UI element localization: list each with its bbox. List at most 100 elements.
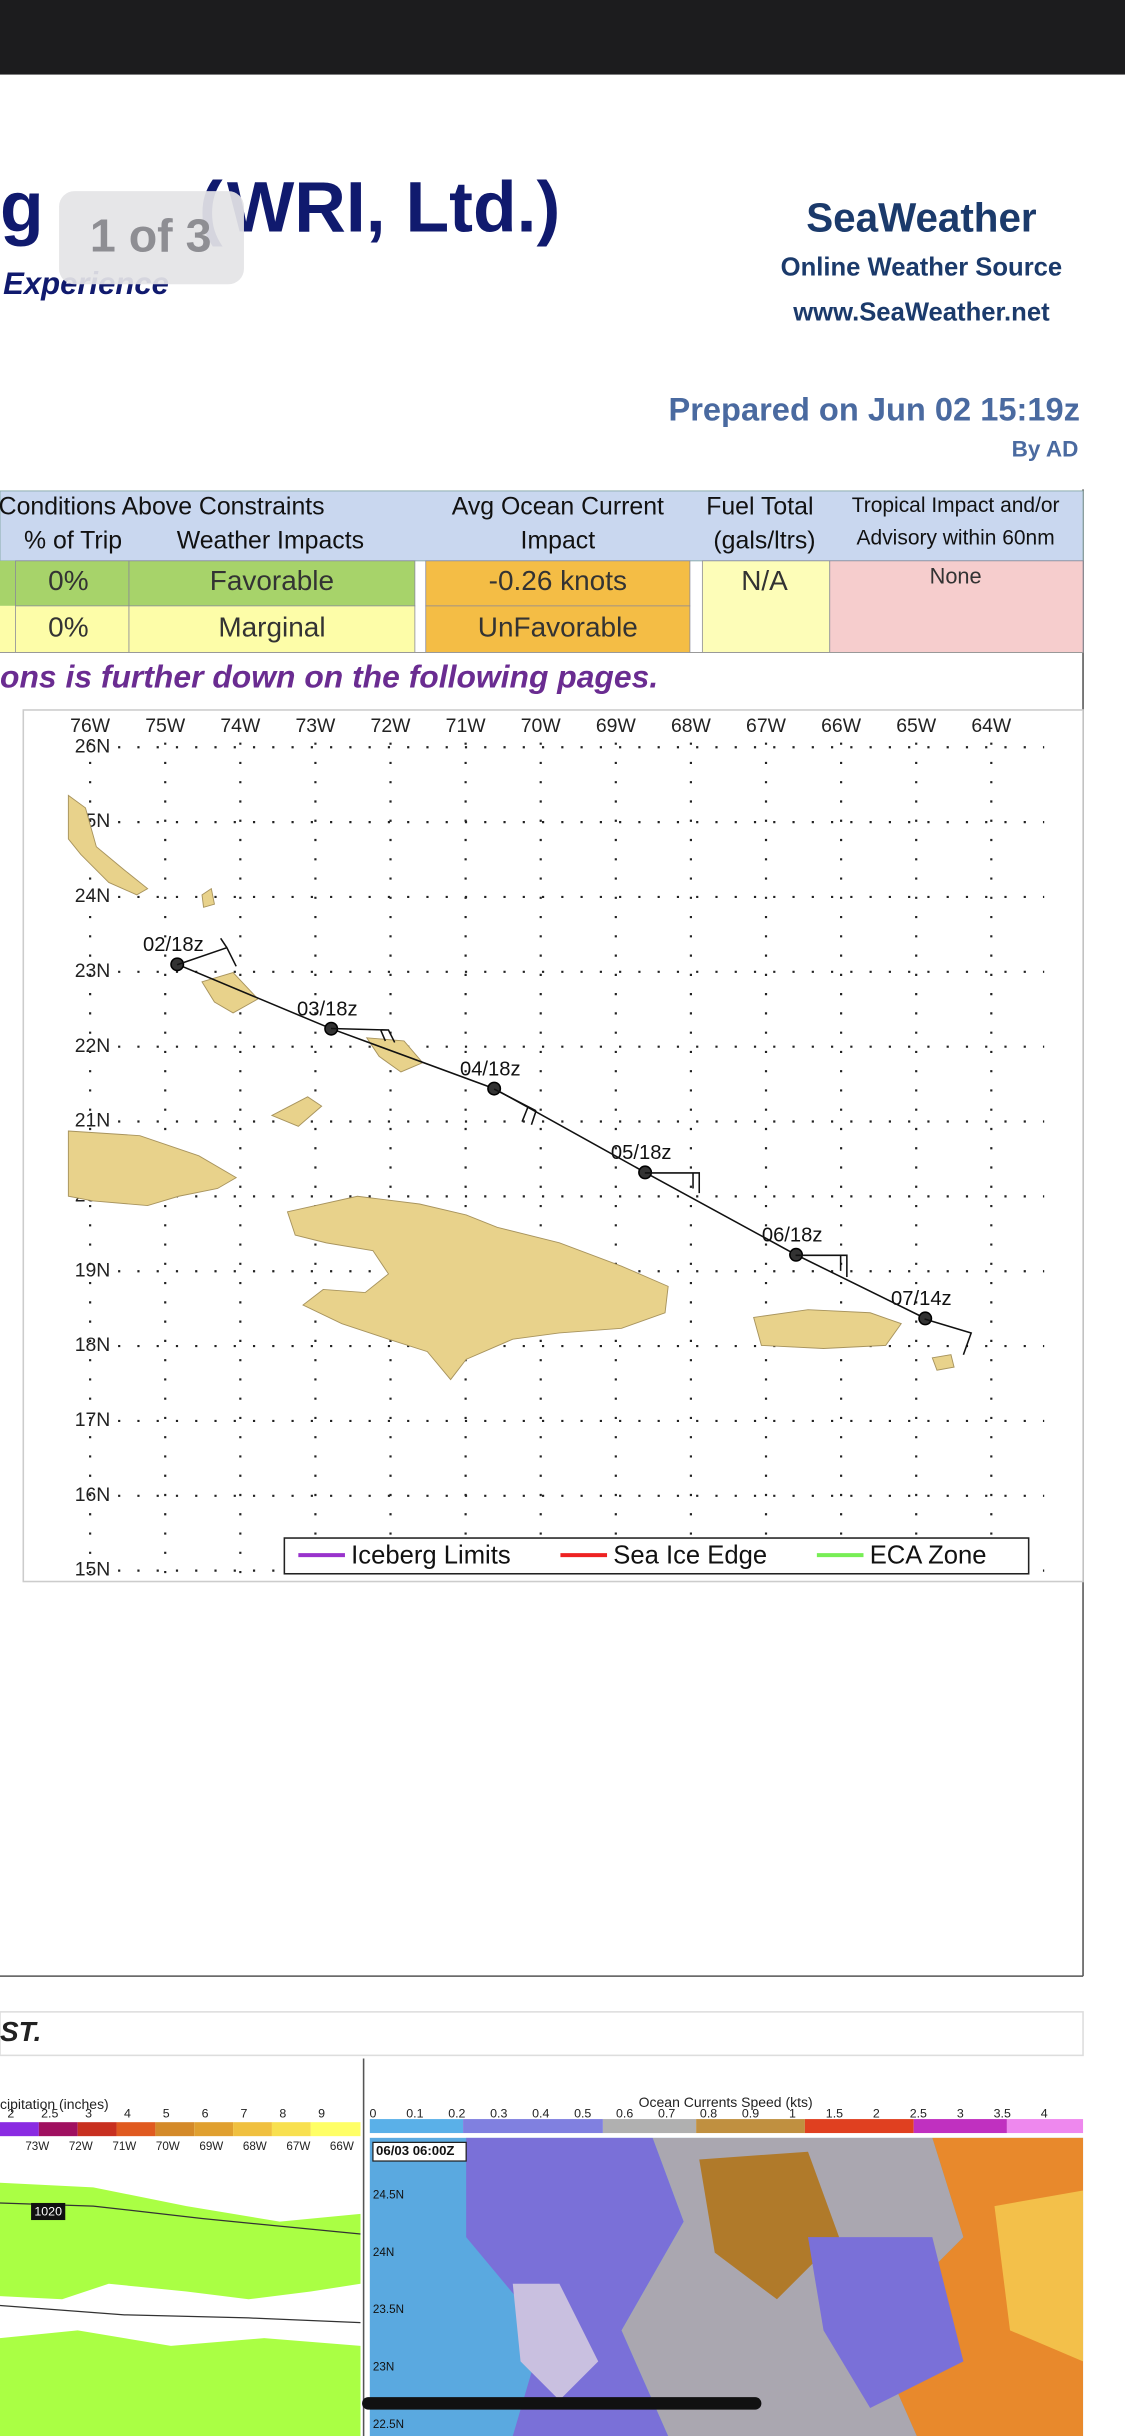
lat-label: 23.5N (373, 2303, 404, 2316)
island (201, 887, 215, 908)
scale-swatch (155, 2122, 195, 2137)
lat-tick-label: 19N (75, 1259, 111, 1281)
scale-swatch (463, 2119, 603, 2134)
scale-label: 9 (318, 2107, 325, 2121)
waypoint-label: 07/14z (891, 1288, 952, 1310)
cell (701, 560, 831, 653)
scale-label: 1.5 (826, 2107, 843, 2121)
precip-area (0, 2182, 361, 2300)
scale-label: 0.4 (532, 2107, 549, 2121)
lon-label: 66W (330, 2140, 354, 2153)
route: 02/18z 03/18z 04/18z 05/18z 06/18z 07/14z (143, 934, 952, 1326)
scale-label: 0.3 (490, 2107, 507, 2121)
scale-swatch (913, 2119, 1007, 2134)
cell (425, 605, 691, 653)
column-header: Avg Ocean Current (452, 494, 664, 521)
scale-label: 8 (279, 2107, 286, 2121)
scale-label: 2 (873, 2107, 880, 2121)
home-indicator (362, 2397, 762, 2410)
column-header: Advisory within 60nm (857, 527, 1055, 550)
title-start: g (0, 168, 44, 248)
scale-swatch (310, 2122, 361, 2137)
cell-text: 0% (48, 612, 88, 643)
scale-swatch (1006, 2119, 1084, 2134)
cell (829, 560, 1084, 653)
waypoint-label: 03/18z (297, 998, 358, 1020)
scale-swatch (271, 2122, 311, 2137)
scale-label: 0.9 (742, 2107, 759, 2121)
column-header: Fuel Total (706, 494, 813, 521)
lat-tick-label: 21N (75, 1110, 111, 1132)
lon-tick-label: 67W (746, 715, 787, 737)
wind-barb (795, 1254, 848, 1278)
prepared-date: Prepared on Jun 02 15:19z (668, 390, 1079, 427)
precip-area (0, 2330, 361, 2436)
island (270, 1096, 323, 1127)
scale-swatch (602, 2119, 697, 2134)
current-field (994, 2190, 1084, 2362)
puerto-rico (753, 1309, 902, 1349)
lon-tick-label: 68W (671, 715, 712, 737)
brand-tagline: Online Weather Source (781, 254, 1063, 282)
land (67, 794, 955, 1381)
brand-url[interactable]: www.SeaWeather.net (792, 299, 1050, 327)
wind-barb (493, 1088, 537, 1126)
wind-barbs (176, 937, 973, 1355)
time-box (372, 2141, 467, 2162)
map-legend (283, 1537, 1030, 1575)
land (512, 2283, 599, 2401)
precip-scale (0, 2122, 361, 2137)
scale-label: 2 (7, 2107, 14, 2121)
currents-scale (369, 2119, 1084, 2134)
panel-title: Ocean Currents Speed (kts) (639, 2094, 813, 2110)
isobar-tag (31, 2202, 66, 2221)
hispaniola (286, 1195, 669, 1381)
lat-label: 24.5N (373, 2188, 404, 2201)
map-frame (22, 709, 1084, 1583)
map-grid: 76W 75W 74W 73W 72W 71W 70W 69W 68W 67W 66W 65W 64W 2… (70, 715, 1045, 1581)
lon-tick-label: 66W (821, 715, 862, 737)
lon-label: 69W (199, 2140, 223, 2153)
cell-text: -0.26 knots (489, 565, 627, 596)
legend-label: Sea Ice Edge (613, 1541, 767, 1569)
cell-text: 0% (48, 565, 88, 596)
scale-label: 6 (202, 2107, 209, 2121)
scale-label: 0.1 (406, 2107, 423, 2121)
waypoint-label: 06/18z (762, 1224, 823, 1246)
cell-text: N/A (741, 565, 788, 596)
wind-barb (330, 1027, 396, 1043)
note: ons is further down on the following pag… (0, 658, 658, 694)
lat-tick-label: 22N (75, 1035, 111, 1057)
lon-tick-label: 71W (446, 715, 487, 737)
section-box (0, 2011, 1084, 2057)
lon-tick-label: 73W (295, 715, 336, 737)
current-field (699, 2151, 840, 2300)
summary-table: Conditions Above Constraints % of Trip W… (0, 490, 1084, 653)
current-field (808, 2237, 964, 2409)
column-header: Weather Impacts (177, 528, 364, 555)
scale-label: 0.5 (574, 2107, 591, 2121)
scale-swatch (194, 2122, 234, 2137)
island (931, 1354, 955, 1371)
wind-barb (176, 937, 237, 967)
island (201, 972, 259, 1014)
waypoint-label: 02/18z (143, 934, 204, 956)
current-field (466, 2137, 684, 2436)
brand-name: SeaWeather (806, 194, 1037, 240)
isobar-line (0, 2304, 361, 2324)
cuba (67, 1130, 238, 1207)
column-header: (gals/ltrs) (713, 528, 815, 555)
scale-swatch (804, 2119, 914, 2134)
lon-tick-label: 75W (145, 715, 186, 737)
scale-swatch (116, 2122, 156, 2137)
cell (128, 605, 416, 653)
lat-tick-label: 26N (75, 735, 111, 757)
lat-label: 23N (373, 2361, 394, 2374)
scale-label: 0.7 (658, 2107, 675, 2121)
lat-tick-label: 17N (75, 1409, 111, 1431)
scale-label: 0.6 (616, 2107, 633, 2121)
lon-tick-label: 72W (371, 715, 412, 737)
top-bar (0, 0, 1125, 75)
scale-swatch (233, 2122, 272, 2137)
